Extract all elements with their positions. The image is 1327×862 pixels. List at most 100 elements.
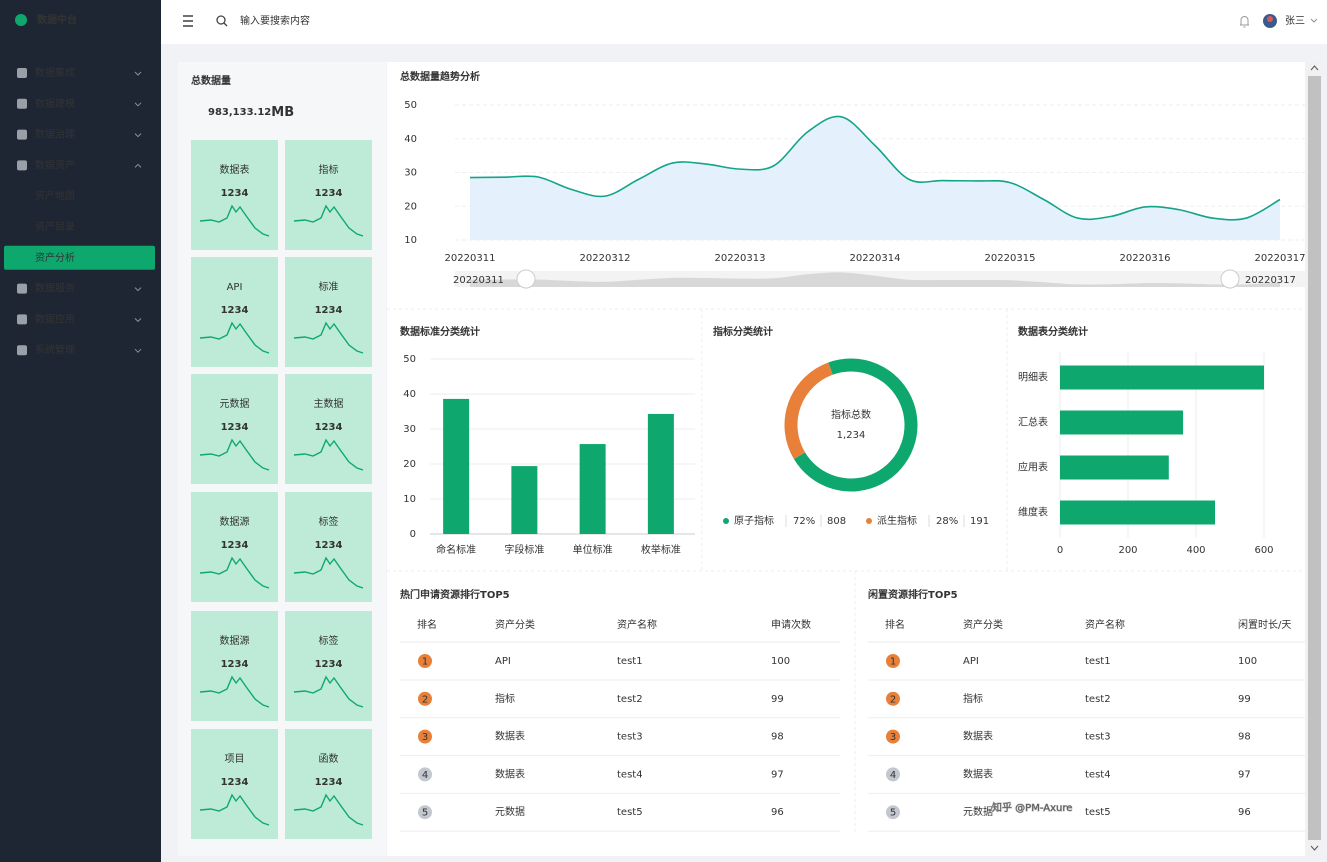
legend-label: 派生指标 xyxy=(877,514,917,527)
x-tick-label: 20220316 xyxy=(1120,253,1171,264)
bar xyxy=(647,413,674,534)
x-tick-label: 20220314 xyxy=(850,253,901,264)
tile-value: 1234 xyxy=(315,659,343,670)
slider-preview xyxy=(470,272,1280,287)
scroll-down[interactable] xyxy=(1310,845,1319,851)
table-header: 申请次数 xyxy=(771,618,811,631)
tile-value: 1234 xyxy=(221,777,249,788)
table-cell: 96 xyxy=(771,807,784,818)
menu-icon xyxy=(17,129,27,140)
tile-sparkline xyxy=(199,204,270,237)
stat-tile[interactable] xyxy=(285,729,372,839)
chevron xyxy=(134,102,142,107)
legend-dot xyxy=(723,518,729,524)
chevron xyxy=(134,71,142,76)
table-cell: 100 xyxy=(771,656,790,667)
legend-percent: 72% xyxy=(793,516,815,527)
menu-item[interactable]: 数据建模 xyxy=(35,97,75,110)
y-tick-label: 维度表 xyxy=(1018,506,1048,519)
rank-badge xyxy=(418,691,432,706)
donut-segment xyxy=(793,358,918,492)
scroll-up[interactable] xyxy=(1310,65,1319,71)
rank-number: 2 xyxy=(890,694,896,705)
slider-handle[interactable] xyxy=(1220,269,1240,289)
menu-item[interactable]: 数据服务 xyxy=(35,282,75,295)
search-icon xyxy=(216,15,226,25)
x-tick-label: 200 xyxy=(1118,545,1137,556)
y-tick-label: 40 xyxy=(404,134,417,145)
legend-count: 191 xyxy=(970,516,989,527)
submenu-item[interactable]: 资产目录 xyxy=(35,220,75,233)
search-icon xyxy=(223,22,228,27)
tile-label: 标签 xyxy=(319,634,339,647)
table-header: 资产分类 xyxy=(495,618,535,631)
x-tick-label: 20220312 xyxy=(580,253,631,264)
rank-number: 3 xyxy=(422,732,428,743)
stat-tile[interactable] xyxy=(191,492,278,602)
table-cell: 元数据 xyxy=(495,805,525,818)
tile-sparkline xyxy=(293,556,364,589)
stat-tile[interactable] xyxy=(285,492,372,602)
tile-sparkline xyxy=(199,321,270,354)
y-tick-label: 应用表 xyxy=(1018,461,1048,474)
bell-icon[interactable] xyxy=(1240,16,1249,28)
menu-item[interactable]: 数据应用 xyxy=(35,312,75,325)
tile-sparkline xyxy=(199,793,270,826)
y-tick-label: 50 xyxy=(404,100,417,111)
table-cell: 数据表 xyxy=(495,767,525,780)
tile-value: 1234 xyxy=(315,422,343,433)
table-cell: test5 xyxy=(617,807,643,818)
stat-tile[interactable] xyxy=(285,257,372,367)
submenu-item[interactable]: 资产地图 xyxy=(35,189,75,202)
table-cell: 97 xyxy=(771,769,784,780)
chevron xyxy=(134,133,142,138)
logo-icon xyxy=(15,14,27,26)
stat-tile[interactable] xyxy=(191,140,278,250)
table-header: 排名 xyxy=(417,618,437,631)
submenu-item[interactable]: 资产分析 xyxy=(35,251,75,264)
stat-tile[interactable] xyxy=(285,611,372,721)
stat-tile[interactable] xyxy=(191,257,278,367)
menu-item[interactable]: 数据集成 xyxy=(35,66,75,79)
y-tick-label: 30 xyxy=(403,424,416,435)
table-cell: 98 xyxy=(1238,732,1251,743)
stat-tile[interactable] xyxy=(191,374,278,484)
stat-tile[interactable] xyxy=(191,729,278,839)
scrollbar-thumb[interactable] xyxy=(1308,76,1321,840)
tile-label: 函数 xyxy=(319,752,339,765)
menu-icon xyxy=(17,68,27,78)
stat-tile[interactable] xyxy=(191,611,278,721)
x-tick-label: 枚举标准 xyxy=(641,543,681,556)
x-tick-label: 0 xyxy=(1057,545,1063,556)
slider-start-label: 20220311 xyxy=(453,275,504,286)
y-tick-label: 20 xyxy=(403,459,416,470)
menu-item[interactable]: 数据治理 xyxy=(35,128,75,141)
table-cell: test1 xyxy=(1085,656,1111,667)
x-tick-label: 20220313 xyxy=(715,253,766,264)
tile-sparkline xyxy=(293,438,364,471)
user-name[interactable]: 张三 xyxy=(1285,15,1305,27)
menu-item[interactable]: 数据资产 xyxy=(35,158,75,171)
watermark: 知乎 @PM-Axure xyxy=(992,801,1072,814)
tile-label: 元数据 xyxy=(220,397,250,410)
trend-area xyxy=(470,116,1280,240)
y-tick-label: 30 xyxy=(404,168,417,179)
slider-end-label: 20220317 xyxy=(1245,275,1296,286)
slider-handle[interactable] xyxy=(516,269,536,289)
stat-tile[interactable] xyxy=(285,140,372,250)
table-cell: test1 xyxy=(617,656,643,667)
rank-number: 3 xyxy=(890,732,896,743)
menu-active-bg xyxy=(4,245,155,270)
rank-badge xyxy=(886,767,900,782)
header-bg xyxy=(161,0,1327,44)
search-input[interactable]: 输入要搜索内容 xyxy=(240,14,310,27)
x-tick-label: 400 xyxy=(1186,545,1205,556)
tile-label: 指标 xyxy=(319,163,339,176)
stat-tile[interactable] xyxy=(285,374,372,484)
tile-value: 1234 xyxy=(221,540,249,551)
menu-item[interactable]: 系统管理 xyxy=(35,343,75,356)
table-cell: test2 xyxy=(617,694,643,705)
table-cell: 指标 xyxy=(495,692,515,705)
rank-number: 5 xyxy=(890,808,896,819)
